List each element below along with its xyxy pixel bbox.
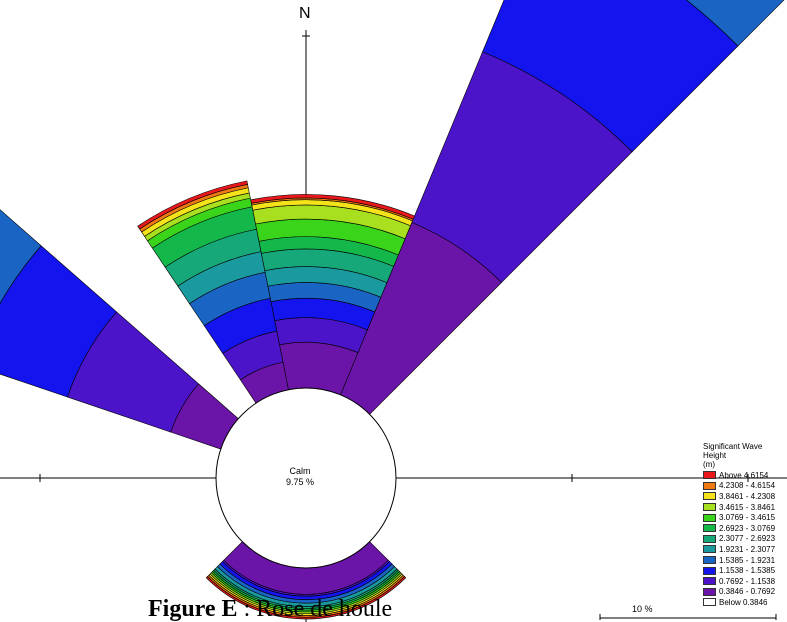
- legend-title: Significant Wave Height: [703, 442, 763, 460]
- legend-unit: (m): [703, 460, 715, 469]
- legend-swatch: [703, 545, 716, 554]
- legend-item: 3.4615 - 3.8461: [703, 502, 787, 513]
- legend-label: 3.0769 - 3.4615: [719, 513, 776, 523]
- legend-item: 1.9231 - 2.3077: [703, 544, 787, 555]
- legend-label: Below 0.3846: [719, 597, 768, 607]
- legend-item: 1.1538 - 1.5385: [703, 565, 787, 576]
- legend-swatch: [703, 524, 716, 533]
- sector-band: [250, 194, 415, 220]
- legend-swatch: [703, 577, 716, 586]
- legend-item: 2.6923 - 3.0769: [703, 523, 787, 534]
- sector-band: [482, 0, 739, 153]
- sector-band: [0, 245, 118, 398]
- legend-item: 0.7692 - 1.1538: [703, 576, 787, 587]
- figure-caption: Figure E : Rose de houle: [148, 596, 392, 622]
- north-label: N: [299, 5, 311, 22]
- legend-swatch: [703, 513, 716, 522]
- legend-item: 2.3077 - 2.6923: [703, 534, 787, 545]
- calm-percent: 9.75 %: [285, 477, 315, 487]
- legend-label: 1.1538 - 1.5385: [719, 566, 776, 576]
- legend-item: Above 4.6154: [703, 470, 787, 481]
- legend: Significant Wave Height (m) Above 4.6154…: [703, 442, 787, 608]
- legend-label: 1.9231 - 2.3077: [719, 544, 776, 554]
- legend-item: 3.8461 - 4.2308: [703, 491, 787, 502]
- legend-swatch: [703, 534, 716, 543]
- sector-band: [205, 576, 407, 620]
- legend-swatch: [703, 503, 716, 512]
- legend-swatch: [703, 566, 716, 575]
- sector-band: [0, 209, 42, 305]
- sector-band: [685, 0, 785, 47]
- scale-bar-label: 10 %: [632, 604, 653, 614]
- legend-item: 3.0769 - 3.4615: [703, 512, 787, 523]
- sector-band: [137, 180, 248, 230]
- legend-items: Above 4.6154 4.2308 - 4.6154 3.8461 - 4.23…: [703, 470, 787, 608]
- calm-label-text: Calm: [289, 466, 311, 476]
- legend-label: Above 4.6154: [719, 470, 769, 480]
- legend-label: 0.3846 - 0.7692: [719, 587, 776, 597]
- legend-item: Below 0.3846: [703, 597, 787, 608]
- figure-title: : Rose de houle: [237, 596, 393, 622]
- legend-swatch: [703, 492, 716, 501]
- legend-label: 4.2308 - 4.6154: [719, 481, 776, 491]
- figure-label: Figure E: [148, 596, 238, 622]
- legend-label: 2.6923 - 3.0769: [719, 523, 776, 533]
- calm-label: Calm 9.75 %: [268, 466, 332, 488]
- legend-swatch: [703, 556, 716, 565]
- legend-swatch: [703, 471, 716, 480]
- legend-label: 3.8461 - 4.2308: [719, 491, 776, 501]
- legend-label: 0.7692 - 1.1538: [719, 576, 776, 586]
- legend-item: 1.5385 - 1.9231: [703, 555, 787, 566]
- legend-swatch: [703, 587, 716, 596]
- calm-circle: [215, 387, 397, 569]
- legend-swatch: [703, 481, 716, 490]
- legend-label: 1.5385 - 1.9231: [719, 555, 776, 565]
- legend-label: 3.4615 - 3.8461: [719, 502, 776, 512]
- legend-item: 4.2308 - 4.6154: [703, 481, 787, 492]
- legend-swatch: [703, 598, 716, 607]
- legend-label: 2.3077 - 2.6923: [719, 534, 776, 544]
- legend-item: 0.3846 - 0.7692: [703, 587, 787, 598]
